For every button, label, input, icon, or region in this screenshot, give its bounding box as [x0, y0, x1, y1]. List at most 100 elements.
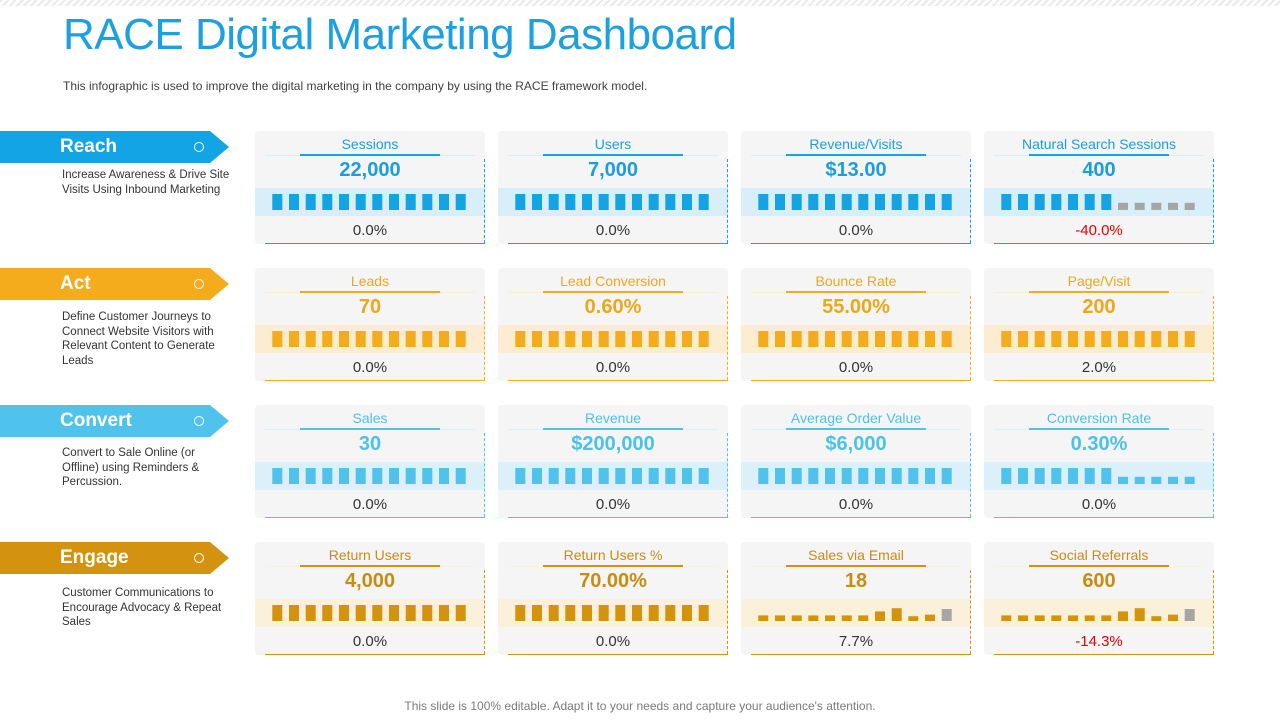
card-bottom-line — [994, 243, 1214, 244]
sparkline-bar — [582, 331, 592, 347]
sparkline-bar — [1034, 468, 1045, 484]
kpi-change: -14.3% — [1075, 633, 1123, 650]
kpi-value: 70.00% — [579, 570, 647, 592]
card-side-dashed — [484, 159, 485, 243]
arrow-right-icon — [210, 542, 229, 574]
kpi-card: Sessions 22,000 0.0% — [255, 131, 485, 244]
sparkline-bar — [389, 605, 399, 621]
sparkline-bar — [1184, 476, 1195, 484]
kpi-change: 7.7% — [838, 633, 874, 650]
sparkline-svg — [758, 468, 952, 484]
sparkline-bar — [405, 331, 416, 347]
sparkline — [755, 327, 955, 351]
sparkline-bar — [808, 468, 819, 484]
row-description-convert: Convert to Sale Online (or Offline) usin… — [62, 447, 200, 488]
card-bottom-line — [994, 380, 1214, 381]
sparkline-bar — [925, 194, 935, 210]
sparkline — [998, 464, 1198, 488]
kpi-label: Natural Search Sessions — [1021, 136, 1177, 152]
sparkline-bar — [1101, 331, 1112, 347]
row-description-reach: Increase Awareness & Drive Site Visits U… — [62, 169, 230, 196]
kpi-label: Return Users % — [563, 547, 663, 563]
sparkline-bar — [698, 331, 709, 347]
circle-icon — [194, 553, 204, 563]
sparkline-bar — [289, 194, 299, 210]
sparkline-bar — [698, 605, 709, 621]
sparkline-bar — [1034, 615, 1045, 621]
sparkline-bar — [615, 605, 626, 621]
kpi-value: $6,000 — [825, 433, 887, 455]
sparkline-bar — [582, 605, 592, 621]
sparkline-bar — [908, 468, 919, 484]
kpi-value: $200,000 — [571, 433, 655, 455]
kpi-change: 0.0% — [595, 359, 631, 376]
kpi-card: Social Referrals 600 -14.3% — [984, 542, 1214, 655]
sparkline-band — [741, 599, 971, 627]
sparkline-bar — [1018, 468, 1028, 484]
label-underline — [1029, 428, 1169, 430]
sparkline-bar — [598, 331, 609, 347]
sparkline-bar — [891, 331, 902, 347]
row-ribbon — [0, 131, 210, 163]
sparkline-bar — [372, 605, 383, 621]
kpi-value: 30 — [358, 433, 382, 455]
kpi-change: 0.0% — [1081, 496, 1117, 513]
sparkline-bar — [1134, 202, 1145, 210]
sparkline-bar — [1184, 331, 1195, 347]
kpi-label: Lead Conversion — [560, 273, 666, 289]
label-underline — [543, 154, 683, 156]
arrow-right-icon — [210, 405, 229, 437]
kpi-value: $13.00 — [825, 159, 887, 181]
sparkline-bar — [598, 605, 609, 621]
sparkline-bar — [841, 468, 852, 484]
sparkline-bar — [632, 331, 642, 347]
kpi-card: Sales via Email 18 7.7% — [741, 542, 971, 655]
sparkline-bar — [1051, 331, 1062, 347]
card-bottom-line — [994, 517, 1214, 518]
label-underline — [1029, 291, 1169, 293]
sparkline-bar — [339, 605, 349, 621]
kpi-change: 0.0% — [352, 359, 388, 376]
sparkline-bar — [305, 331, 316, 347]
sparkline-bar — [758, 194, 769, 210]
sparkline-bar — [615, 468, 626, 484]
sparkline-bar — [532, 605, 542, 621]
arrow-right-icon — [210, 131, 229, 163]
sparkline-bar — [908, 331, 919, 347]
card-bottom-line — [508, 654, 728, 655]
kpi-change: 0.0% — [838, 496, 874, 513]
sparkline-svg — [1001, 468, 1195, 484]
sparkline-bar — [841, 331, 852, 347]
sparkline-bar — [272, 194, 283, 210]
sparkline-bar — [565, 468, 576, 484]
sparkline-bar — [1168, 614, 1178, 621]
sparkline-bar — [272, 331, 283, 347]
sparkline-bar — [372, 331, 383, 347]
sparkline-bar — [1151, 616, 1162, 621]
label-underline — [300, 428, 440, 430]
kpi-card: Return Users % 70.00% 0.0% — [498, 542, 728, 655]
sparkline-bar — [665, 331, 676, 347]
card-bottom-line — [751, 654, 971, 655]
sparkline-bar — [1168, 331, 1178, 347]
sparkline — [998, 601, 1198, 625]
sparkline-bar — [1084, 194, 1095, 210]
card-bottom-line — [265, 517, 485, 518]
card-bottom-line — [265, 243, 485, 244]
sparkline-bar — [1134, 476, 1145, 484]
card-side-dashed — [970, 433, 971, 517]
sparkline-bar — [1134, 608, 1145, 621]
sparkline — [269, 601, 469, 625]
kpi-label: Sessions — [341, 136, 399, 152]
sparkline-bar — [891, 194, 902, 210]
sparkline-bar — [791, 615, 802, 621]
sparkline-bar — [775, 331, 785, 347]
label-underline — [786, 565, 926, 567]
sparkline-bar — [515, 605, 526, 621]
sparkline — [755, 464, 955, 488]
sparkline-bar — [1151, 202, 1162, 210]
kpi-card: Page/Visit 200 2.0% — [984, 268, 1214, 381]
sparkline-bar — [1001, 468, 1012, 484]
sparkline-bar — [825, 468, 835, 484]
card-side-dashed — [727, 433, 728, 517]
